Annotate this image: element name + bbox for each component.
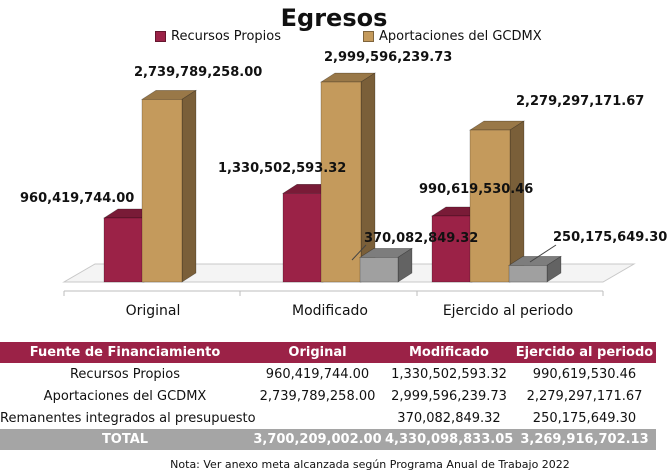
table-cell: 370,082,849.32 (397, 410, 501, 426)
table-total-cell: 3,269,916,702.13 (513, 429, 656, 450)
table-cell: Remanentes integrados al presupuesto (0, 410, 256, 426)
bar (103, 217, 145, 283)
bar (359, 257, 399, 283)
table-row: Recursos Propios 960,419,744.00 1,330,50… (0, 363, 656, 385)
leader-line (351, 244, 367, 261)
table-header: Original (250, 342, 385, 363)
category-label: Original (126, 303, 181, 319)
table-total-cell: 3,700,209,002.00 (250, 429, 385, 450)
table-cell: 2,279,297,171.67 (526, 388, 643, 404)
table-row: Aportaciones del GCDMX 2,739,789,258.00 … (0, 385, 656, 407)
table-cell: 990,619,530.46 (532, 366, 637, 382)
bar (282, 192, 324, 283)
table-total-row: TOTAL 3,700,209,002.00 4,330,098,833.05 … (0, 429, 656, 450)
bar (141, 99, 183, 283)
bar (469, 129, 511, 283)
data-label: 2,279,297,171.67 (516, 94, 644, 109)
table-cell (250, 407, 385, 429)
table-cell: 960,419,744.00 (265, 366, 370, 382)
chart-legend: Recursos Propios Aportaciones del GCDMX (0, 29, 668, 47)
data-label: 1,330,502,593.32 (218, 161, 346, 176)
table-header: Modificado (385, 342, 513, 363)
table-cell: Aportaciones del GCDMX (43, 388, 207, 404)
bar-side-face (181, 89, 197, 283)
bar (508, 265, 548, 283)
legend-swatch-aportaciones (363, 31, 374, 42)
data-label: 370,082,849.32 (364, 231, 478, 246)
table-cell: 2,739,789,258.00 (259, 388, 376, 404)
legend-swatch-recursos-propios (155, 31, 166, 42)
leader-line (529, 244, 557, 263)
table-header-row: Fuente de Financiamiento Original Modifi… (0, 342, 656, 363)
financing-table: Fuente de Financiamiento Original Modifi… (0, 342, 656, 450)
table-total-cell: 4,330,098,833.05 (385, 429, 513, 450)
table-cell: 250,175,649.30 (532, 410, 637, 426)
legend-item-aportaciones: Aportaciones del GCDMX (363, 29, 542, 44)
table-total-cell: TOTAL (0, 429, 250, 450)
category-label: Ejercido al periodo (443, 303, 573, 319)
data-label: 2,739,789,258.00 (134, 65, 262, 80)
data-label: 960,419,744.00 (20, 191, 134, 206)
bar (320, 81, 362, 283)
category-label: Modificado (292, 303, 368, 319)
table-cell: 2,999,596,239.73 (391, 388, 507, 404)
table-row: Remanentes integrados al presupuesto 370… (0, 407, 656, 429)
chart-title: Egresos (280, 4, 388, 32)
data-label: 990,619,530.46 (419, 182, 533, 197)
data-label: 2,999,596,239.73 (324, 50, 452, 65)
table-header: Ejercido al periodo (513, 342, 656, 363)
data-label: 250,175,649.30 (553, 230, 667, 245)
table-cell: Recursos Propios (69, 366, 181, 382)
footnote: Nota: Ver anexo meta alcanzada según Pro… (170, 458, 570, 471)
table-cell: 1,330,502,593.32 (391, 366, 507, 382)
legend-item-recursos-propios: Recursos Propios (155, 29, 281, 44)
egresos-chart: 960,419,744.00 2,739,789,258.00 1,330,502,… (20, 50, 667, 319)
bar (431, 215, 473, 283)
table-header: Fuente de Financiamiento (0, 342, 250, 363)
legend-label-recursos-propios: Recursos Propios (171, 29, 282, 44)
legend-label-aportaciones: Aportaciones del GCDMX (379, 29, 542, 44)
